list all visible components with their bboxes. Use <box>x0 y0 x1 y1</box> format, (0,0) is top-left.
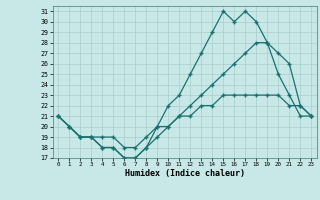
X-axis label: Humidex (Indice chaleur): Humidex (Indice chaleur) <box>125 169 245 178</box>
